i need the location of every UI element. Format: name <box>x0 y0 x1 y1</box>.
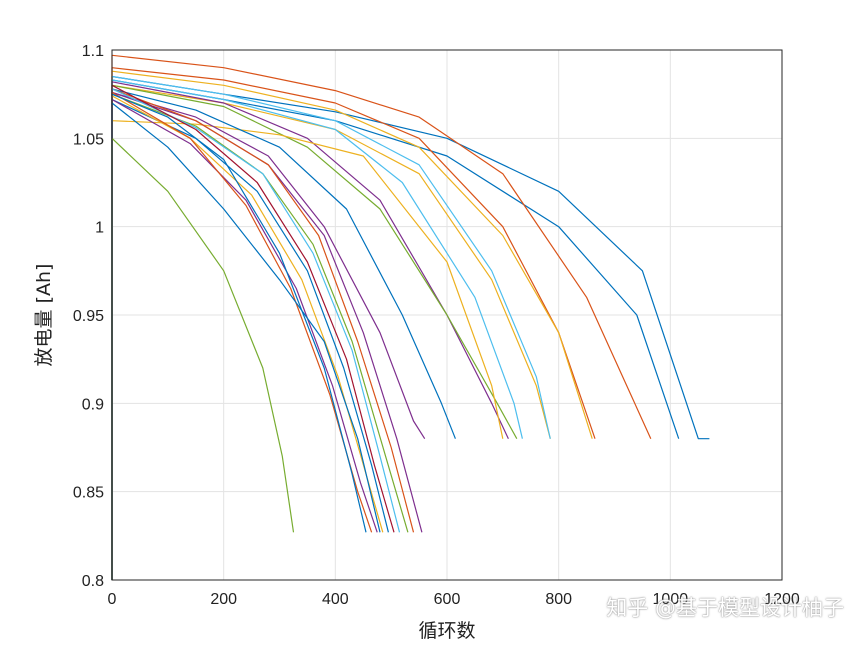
series-line-3 <box>111 54 652 580</box>
y-tick-label: 0.8 <box>82 573 104 590</box>
series-line-8 <box>111 79 523 580</box>
series-line-17 <box>111 88 401 580</box>
series-line-14 <box>111 91 423 580</box>
y-tick-label: 0.9 <box>82 396 104 413</box>
series-line-10 <box>111 84 518 580</box>
series-line-19 <box>111 98 389 580</box>
series-line-15 <box>111 88 415 580</box>
x-tick-label: 400 <box>322 591 349 608</box>
y-axis-title: 放电量 [Ah] <box>33 264 55 367</box>
tick-labels: 0 200 400 600 800 1000 1200 0.8 0.85 0.9 0.95 1 1.05… <box>73 43 800 608</box>
series-line-9 <box>111 81 509 580</box>
x-tick-label: 800 <box>545 591 572 608</box>
series-line-23 <box>111 93 367 580</box>
x-tick-label: 200 <box>210 591 237 608</box>
series-line-5 <box>111 70 593 580</box>
y-tick-label: 0.85 <box>73 485 104 502</box>
x-axis-title: 循环数 <box>418 620 475 642</box>
series-line-18 <box>111 84 395 580</box>
x-tick-label: 0 <box>108 591 117 608</box>
series-line-20 <box>111 95 384 580</box>
plot-frame <box>111 49 783 581</box>
series-line-7 <box>111 75 551 580</box>
series-line-11 <box>111 120 504 580</box>
x-tick-label: 600 <box>434 591 461 608</box>
y-tick-label: 0.95 <box>73 308 104 325</box>
watermark-text: 知乎 @基于模型设计柚子 <box>606 596 844 620</box>
y-tick-label: 1.05 <box>73 131 104 148</box>
x-tick-label: 1200 <box>764 591 800 608</box>
series-group <box>111 54 710 580</box>
series-line-21 <box>111 98 378 580</box>
x-tick-label: 1000 <box>653 591 689 608</box>
y-tick-label: 1 <box>95 220 104 237</box>
y-tick-label: 1.1 <box>82 43 104 60</box>
series-line-24 <box>111 102 381 580</box>
series-line-4 <box>111 67 596 580</box>
